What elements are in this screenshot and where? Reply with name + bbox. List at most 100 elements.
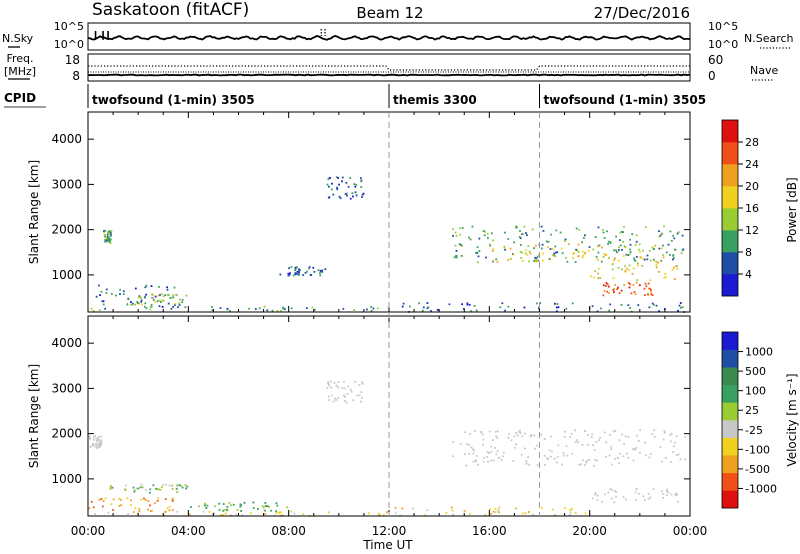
scatter-cell <box>489 508 492 511</box>
scatter-cell <box>617 249 620 251</box>
scatter-cell <box>678 231 680 234</box>
scatter-cell <box>634 293 637 296</box>
scatter-cell <box>669 254 671 256</box>
scatter-cell <box>88 435 91 438</box>
scatter-cell <box>145 489 147 491</box>
scatter-cell <box>130 301 132 303</box>
scatter-cell <box>171 500 174 502</box>
scatter-cell <box>619 239 621 241</box>
scatter-cell <box>670 239 673 242</box>
scatter-cell <box>555 229 558 232</box>
scatter-cell <box>519 432 522 434</box>
scatter-cell <box>662 496 664 499</box>
scatter-cell <box>672 258 674 261</box>
scatter-cell <box>262 506 265 509</box>
scatter-cell <box>513 241 515 244</box>
scatter-cell <box>490 450 493 453</box>
scatter-cell <box>653 429 656 431</box>
scatter-cell <box>500 459 503 461</box>
scatter-cell <box>550 435 553 438</box>
scatter-cell <box>119 288 121 291</box>
scatter-cell <box>502 451 505 454</box>
scatter-cell <box>612 262 615 265</box>
scatter-cell <box>222 514 224 517</box>
scatter-cell <box>498 506 501 509</box>
scatter-cell <box>152 297 154 299</box>
scatter-cell <box>565 445 568 447</box>
scatter-cell <box>184 484 187 486</box>
scatter-cell <box>343 394 345 397</box>
scatter-cell <box>158 299 161 302</box>
scatter-cell <box>184 306 187 309</box>
scatter-cell <box>354 380 357 383</box>
scatter-cell <box>659 446 662 448</box>
scatter-cell <box>317 269 320 272</box>
scatter-cell <box>607 240 610 243</box>
scatter-cell <box>604 493 606 496</box>
scatter-cell <box>347 385 350 388</box>
scatter-cell <box>137 302 140 305</box>
scatter-cell <box>463 509 466 512</box>
scatter-cell <box>523 306 526 309</box>
y-tick-label: 3000 <box>51 177 82 191</box>
scatter-cell <box>313 270 316 273</box>
scatter-cell <box>596 310 599 313</box>
scatter-cell <box>319 269 322 272</box>
scatter-cell <box>628 269 630 271</box>
scatter-cell <box>138 510 141 513</box>
scatter-cell <box>635 446 638 449</box>
scatter-cell <box>330 394 333 397</box>
scatter-cell <box>596 499 599 501</box>
scatter-cell <box>421 309 424 312</box>
scatter-cell <box>576 249 579 252</box>
scatter-cell <box>632 267 635 270</box>
scatter-cell <box>605 455 607 458</box>
scatter-cell <box>655 263 658 266</box>
scatter-cell <box>625 498 627 501</box>
scatter-cell <box>100 290 103 293</box>
scatter-cell <box>337 381 340 384</box>
scatter-cell <box>557 444 560 447</box>
scatter-cell <box>119 498 122 501</box>
scatter-cell <box>321 271 323 273</box>
scatter-cell <box>275 512 278 514</box>
scatter-cell <box>675 435 678 438</box>
scatter-cell <box>590 275 592 278</box>
scatter-cell <box>180 485 182 487</box>
scatter-cell <box>605 285 607 287</box>
time-axis-labels: 00:00 04:00 08:00 12:00 16:00 20:00 00:00 <box>71 524 708 538</box>
cpid-segments: twofsound (1-min) 3505 themis 3300 twofsou… <box>87 84 706 108</box>
scatter-cell <box>676 267 679 270</box>
scatter-cell <box>549 248 552 250</box>
scatter-cell <box>205 507 208 509</box>
scatter-cell <box>629 248 631 251</box>
scatter-cell <box>171 488 174 490</box>
scatter-cell <box>654 260 657 263</box>
scatter-cell <box>526 253 529 256</box>
scatter-cell <box>243 502 246 504</box>
scatter-cell <box>473 430 476 432</box>
scatter-cell <box>154 300 157 303</box>
scatter-cell <box>515 225 517 228</box>
y-tick-label: 4000 <box>51 132 82 146</box>
scatter-cell <box>672 451 675 453</box>
scatter-cell <box>186 485 189 488</box>
scatter-cell <box>536 464 539 467</box>
scatter-cell <box>600 260 603 263</box>
scatter-cell <box>504 248 506 251</box>
scatter-cell <box>452 441 455 443</box>
scatter-cell <box>144 286 147 289</box>
scatter-cell <box>454 231 457 234</box>
scatter-cell <box>218 502 221 505</box>
scatter-cell <box>620 304 623 306</box>
scatter-cell <box>492 459 495 462</box>
scatter-cell <box>211 309 214 312</box>
scatter-cell <box>92 436 95 439</box>
scatter-cell <box>360 391 363 394</box>
scatter-cell <box>647 282 650 285</box>
scatter-cell <box>490 232 493 235</box>
scatter-cell <box>602 294 605 297</box>
scatter-cell <box>101 505 104 508</box>
scatter-cell <box>162 514 165 517</box>
scatter-cell <box>574 261 577 263</box>
